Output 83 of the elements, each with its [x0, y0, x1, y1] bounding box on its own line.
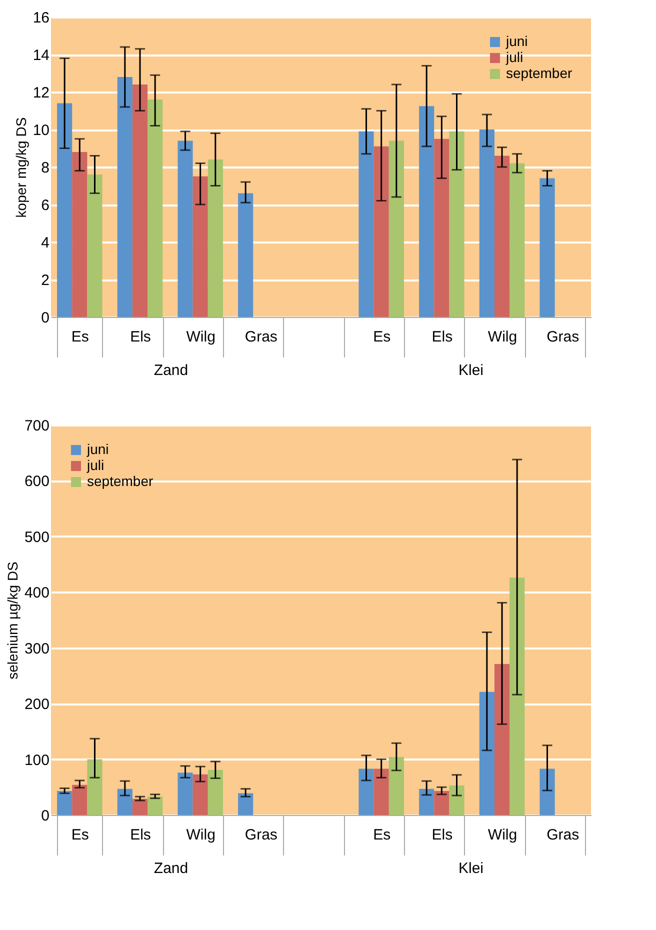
y-tick-label: 16	[32, 10, 50, 26]
y-tick-label: 0	[41, 310, 50, 326]
bar	[178, 140, 193, 317]
bar	[434, 138, 450, 317]
x-tick-label: Es	[71, 328, 89, 346]
x-tick-label: Wilg	[488, 826, 518, 844]
bar	[117, 788, 132, 815]
y-tick-label: 0	[41, 808, 50, 824]
x-tick-label: Es	[373, 328, 391, 346]
x-tick-label: Es	[71, 826, 89, 844]
y-axis-title: selenium µg/kg DS	[4, 562, 20, 680]
x-tick-label: Gras	[244, 328, 278, 346]
bar	[178, 772, 193, 815]
bar	[358, 131, 374, 317]
bar	[510, 163, 525, 317]
y-tick-label: 10	[32, 122, 50, 139]
y-tick-label: 14	[32, 47, 50, 64]
bar	[449, 131, 464, 317]
x-tick-label: Gras	[546, 328, 580, 346]
bar	[510, 578, 525, 815]
y-tick-label: 6	[41, 197, 50, 214]
y-tick-label: 12	[32, 84, 50, 102]
x-tick-label: Es	[373, 826, 391, 844]
text: Klei	[458, 860, 484, 877]
x-tick-label: Els	[432, 826, 453, 844]
bar	[238, 193, 254, 317]
legend-label: juli	[86, 457, 104, 473]
bar	[87, 174, 102, 317]
bar	[388, 757, 404, 815]
bar	[388, 140, 404, 317]
text: Klei	[458, 362, 484, 379]
bar	[540, 178, 555, 317]
bar	[494, 664, 510, 815]
legend-label: juli	[505, 49, 524, 65]
legend-label: september	[87, 473, 154, 489]
y-tick-label: 100	[24, 752, 50, 769]
bar	[449, 785, 464, 815]
bar	[208, 160, 223, 317]
x-tick-label: Els	[130, 328, 151, 346]
bar	[57, 791, 72, 815]
bar	[72, 152, 88, 317]
bar	[57, 103, 72, 317]
bar	[419, 788, 434, 815]
bar	[132, 84, 148, 317]
bar	[494, 156, 510, 317]
x-tick-label: Wilg	[488, 328, 518, 346]
legend-label: juni	[505, 33, 528, 49]
bar	[374, 768, 389, 815]
bar	[434, 791, 450, 815]
text: Zand	[154, 362, 188, 379]
bar	[479, 130, 494, 317]
y-tick-label: 700	[24, 418, 50, 434]
y-axis-title: koper mg/kg DS	[12, 117, 29, 218]
bar	[192, 176, 208, 317]
bar	[479, 692, 494, 815]
x-tick-label: Els	[432, 328, 453, 346]
y-tick-label: 200	[24, 696, 50, 714]
legend-label: juni	[86, 441, 109, 457]
bar	[419, 106, 434, 317]
x-tick-label: Gras	[546, 826, 580, 844]
y-tick-label: 300	[24, 640, 50, 658]
x-tick-label: Wilg	[186, 826, 216, 844]
bar	[358, 768, 374, 815]
bar	[72, 784, 88, 815]
bar	[238, 793, 254, 815]
legend-label: september	[506, 65, 572, 81]
bar	[87, 759, 102, 815]
bar	[117, 77, 132, 317]
y-tick-label: 2	[41, 272, 50, 289]
y-tick-label: 8	[41, 160, 50, 176]
bar	[374, 146, 389, 317]
y-tick-label: 4	[41, 234, 50, 252]
text: Zand	[154, 860, 188, 877]
x-tick-label: Gras	[244, 826, 278, 844]
bar	[148, 100, 163, 317]
y-tick-label: 500	[24, 528, 50, 546]
bar	[192, 774, 208, 815]
x-tick-label: Els	[130, 826, 151, 844]
y-tick-label: 400	[24, 584, 50, 602]
bar	[208, 770, 223, 815]
y-tick-label: 600	[24, 473, 50, 490]
x-tick-label: Wilg	[186, 328, 216, 346]
bar	[540, 768, 555, 815]
